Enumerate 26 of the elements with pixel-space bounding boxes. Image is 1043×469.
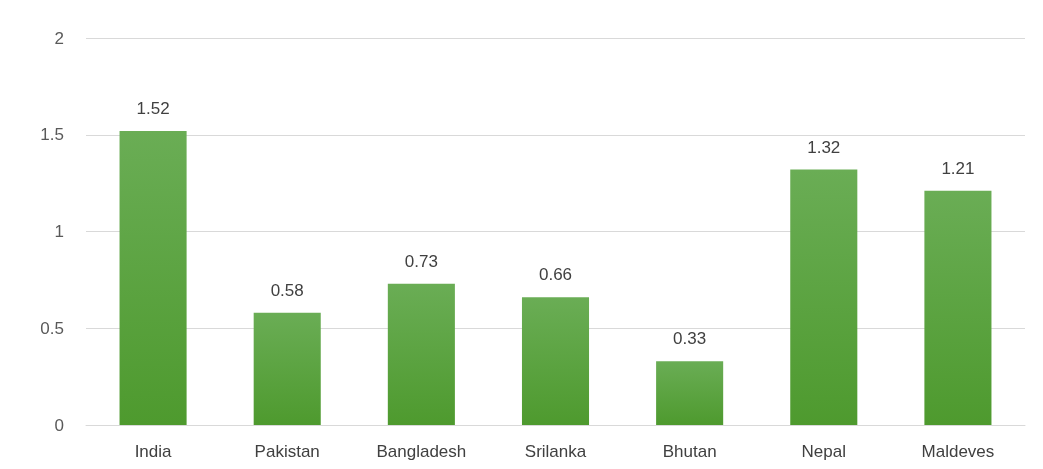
x-tick-label: Nepal — [801, 442, 846, 461]
x-tick-label: Srilanka — [524, 442, 587, 461]
y-tick-label: 0.5 — [40, 318, 64, 338]
data-label: 0.73 — [404, 251, 438, 271]
bar — [790, 169, 858, 425]
x-tick-label: Maldeves — [921, 442, 995, 461]
bar — [656, 361, 724, 425]
y-tick-label: 0 — [54, 415, 64, 435]
bar — [924, 190, 992, 425]
data-label: 1.52 — [136, 98, 170, 118]
data-label: 0.33 — [673, 329, 707, 349]
data-label: 0.58 — [270, 280, 304, 300]
x-tick-label: India — [134, 442, 173, 461]
bar — [119, 130, 187, 425]
y-tick-label: 1.5 — [40, 125, 64, 145]
x-tick-label: Pakistan — [254, 442, 320, 461]
data-label: 1.32 — [807, 137, 841, 157]
data-label: 1.21 — [941, 158, 975, 178]
bar — [387, 283, 455, 425]
y-tick-label: 2 — [54, 28, 64, 48]
bar — [253, 312, 321, 425]
x-tick-label: Bhutan — [662, 442, 717, 461]
x-tick-label: Bangladesh — [376, 442, 467, 461]
y-tick-label: 1 — [54, 222, 64, 241]
data-label: 0.66 — [538, 265, 573, 285]
bar — [521, 297, 590, 425]
